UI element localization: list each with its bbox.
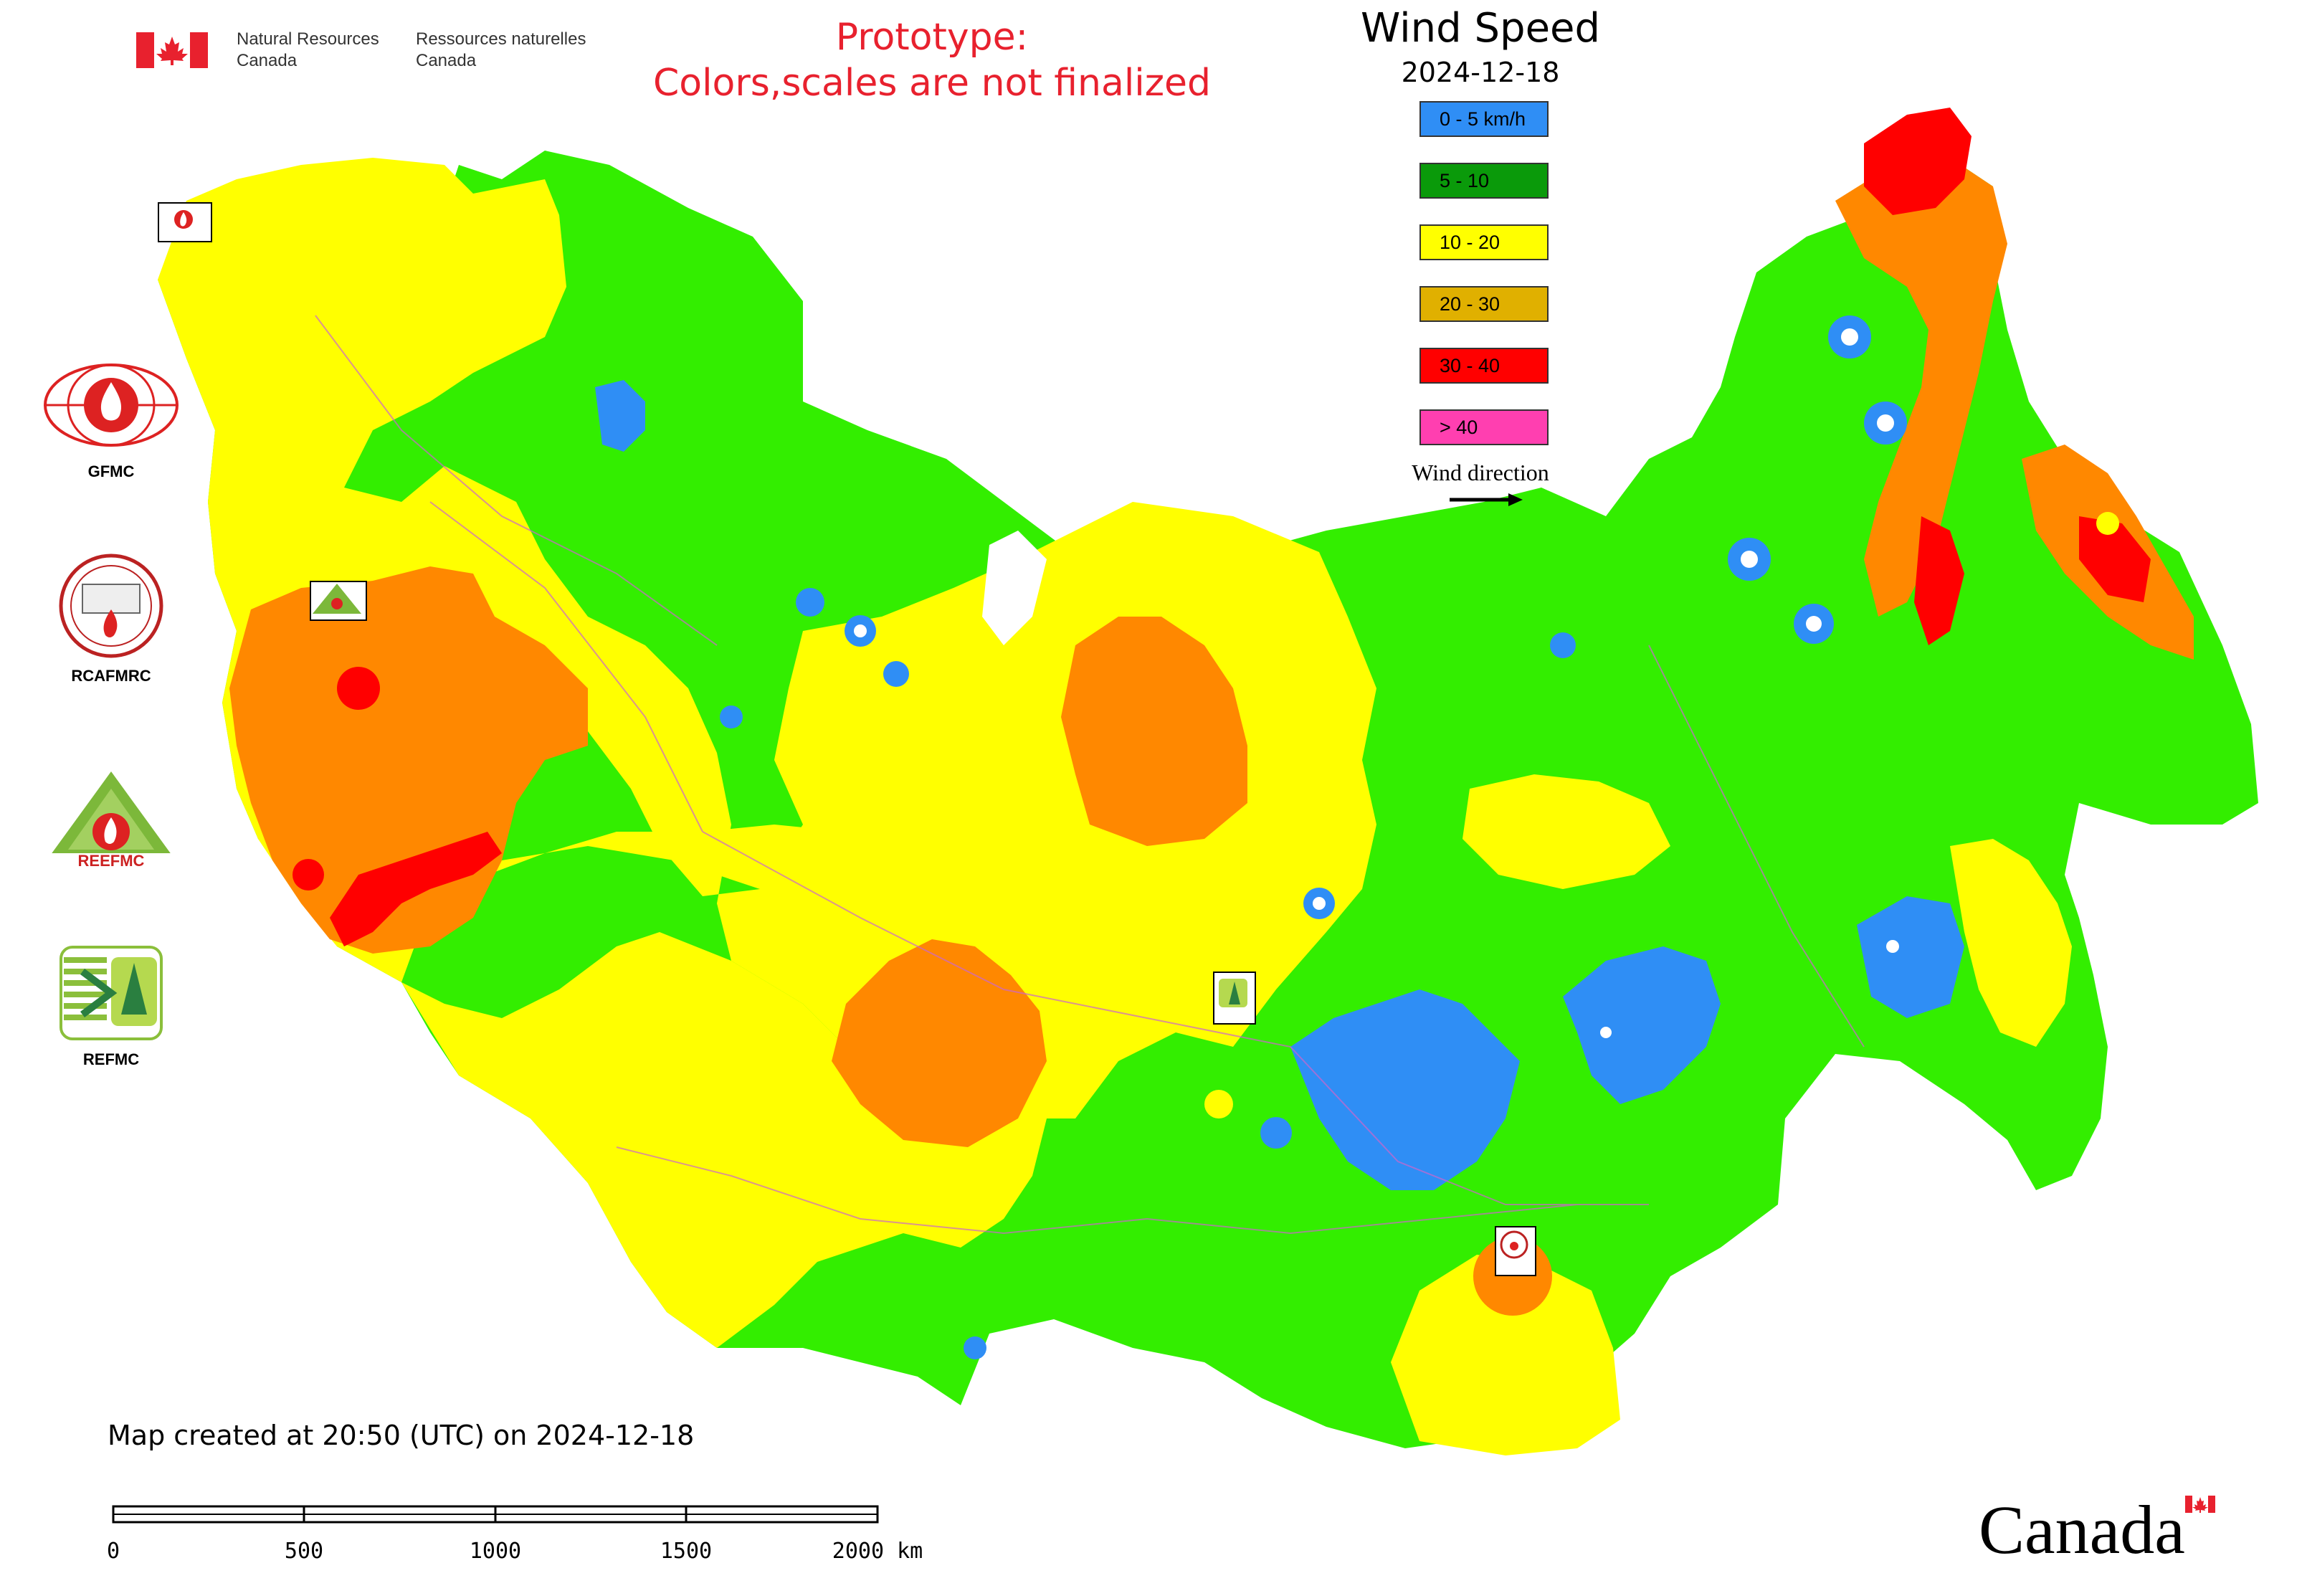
zone-orange-west xyxy=(229,566,588,954)
svg-text:REEFMC: REEFMC xyxy=(78,852,145,870)
canada-wordmark: Canada xyxy=(1979,1491,2215,1563)
scale-tick-500: 500 xyxy=(285,1539,323,1564)
zone-blue-kola xyxy=(595,380,645,452)
prototype-notice-line1: Prototype: xyxy=(835,16,1029,59)
admin-boundaries xyxy=(315,315,1865,1235)
map-marker-refmc[interactable] xyxy=(1213,972,1256,1025)
zone-orange-chukotka xyxy=(1835,158,2007,617)
rcafmrc-logo-caption: RCAFMRC xyxy=(71,667,151,685)
map-sea-gulf xyxy=(982,531,1047,645)
zone-blue-primorye xyxy=(1857,896,1964,1018)
wind-direction-label: Wind direction xyxy=(1412,460,1549,485)
zone-yellow-central xyxy=(401,932,1047,1348)
refmc-logo-icon xyxy=(60,946,163,1040)
zone-blue-east xyxy=(1563,946,1721,1104)
map-marker-reefmc-icon xyxy=(313,584,361,614)
department-name-fr-line2: Canada xyxy=(416,51,477,70)
zone-yellow-sakhalin xyxy=(1950,839,2072,1047)
scale-tick-1500: 1500 xyxy=(660,1539,712,1564)
map-created-text: Map created at 20:50 (UTC) on 2024-12-18 xyxy=(108,1420,695,1451)
prototype-notice: Prototype: Colors,scales are not finaliz… xyxy=(574,14,1290,106)
gfmc-logo: GFMC xyxy=(39,362,183,481)
map-marker-rcafmrc-icon xyxy=(1500,1230,1528,1259)
zone-blue-baikal xyxy=(1290,989,1520,1190)
legend-class-5-10: 5 - 10 xyxy=(1419,163,1549,199)
department-name-en-line1: Natural Resources xyxy=(237,29,379,49)
prototype-notice-line2: Colors,scales are not finalized xyxy=(652,62,1212,105)
moderate-spots xyxy=(1204,512,2119,1118)
wind-direction-arrow-icon xyxy=(1450,493,1523,506)
zone-orange-kazakh xyxy=(832,939,1047,1147)
legend-date: 2024-12-18 xyxy=(1401,57,1560,88)
map-marker-gfmc[interactable] xyxy=(158,202,212,242)
canada-wordmark-flag-icon xyxy=(2185,1496,2215,1513)
zone-red-kamchatka xyxy=(2079,516,2151,602)
zone-red-chukotka xyxy=(1864,108,1972,215)
map-marker-gfmc-icon xyxy=(174,210,193,229)
gfmc-logo-caption: GFMC xyxy=(87,462,135,480)
scale-tick-0: 0 xyxy=(108,1539,120,1564)
map-legend: Wind Speed 2024-12-18 0 - 5 km/h 5 - 10 … xyxy=(1319,4,1642,520)
scale-tick-1000: 1000 xyxy=(470,1539,521,1564)
department-name-fr-line1: Ressources naturelles xyxy=(416,29,586,49)
legend-title: Wind Speed xyxy=(1360,5,1601,52)
refmc-logo-caption: REFMC xyxy=(82,1050,140,1068)
zone-red-west-spot xyxy=(292,859,324,890)
gc-signature: Natural Resources Canada Ressources natu… xyxy=(136,29,602,79)
refmc-logo: REFMC xyxy=(39,943,183,1069)
zone-yellow-south xyxy=(430,825,1147,1061)
legend-class-0-5: 0 - 5 km/h xyxy=(1419,101,1549,137)
rcafmrc-logo: RCAFMRC xyxy=(39,552,183,685)
scale-bar: 0 500 1000 1500 2000 km xyxy=(108,1505,923,1564)
zone-red-okhotsk xyxy=(1914,516,1964,645)
legend-class-10-20: 10 - 20 xyxy=(1419,224,1549,260)
zone-red-west xyxy=(330,832,502,946)
legend-class-20-30: 20 - 30 xyxy=(1419,286,1549,322)
department-name-en-line2: Canada xyxy=(237,51,298,70)
zone-orange-central xyxy=(1061,617,1247,846)
map-marker-rcafmrc[interactable] xyxy=(1495,1226,1536,1276)
rcafmrc-logo-icon xyxy=(59,554,163,658)
legend-class-30-40: 30 - 40 xyxy=(1419,348,1549,384)
gfmc-logo-icon xyxy=(44,364,179,447)
zone-yellow-west xyxy=(158,158,1376,1118)
legend-class-over-40: > 40 xyxy=(1419,409,1549,445)
zone-yellow-mongolia xyxy=(1391,1255,1620,1455)
department-name-en: Natural Resources Canada xyxy=(237,29,379,72)
canada-wordmark-text: Canada xyxy=(1979,1491,2185,1563)
reefmc-logo-icon: REEFMC xyxy=(42,771,180,870)
scale-tick-2000: 2000 km xyxy=(832,1539,923,1564)
reefmc-logo: REEFMC xyxy=(39,767,183,878)
map-marker-reefmc[interactable] xyxy=(310,581,367,621)
calm-spot-centres xyxy=(854,328,1899,1038)
map-marker-refmc-icon xyxy=(1219,979,1247,1007)
zone-red-west-spot-2 xyxy=(337,667,380,710)
department-name-fr: Ressources naturelles Canada xyxy=(416,29,586,72)
canada-flag-icon xyxy=(136,32,208,68)
